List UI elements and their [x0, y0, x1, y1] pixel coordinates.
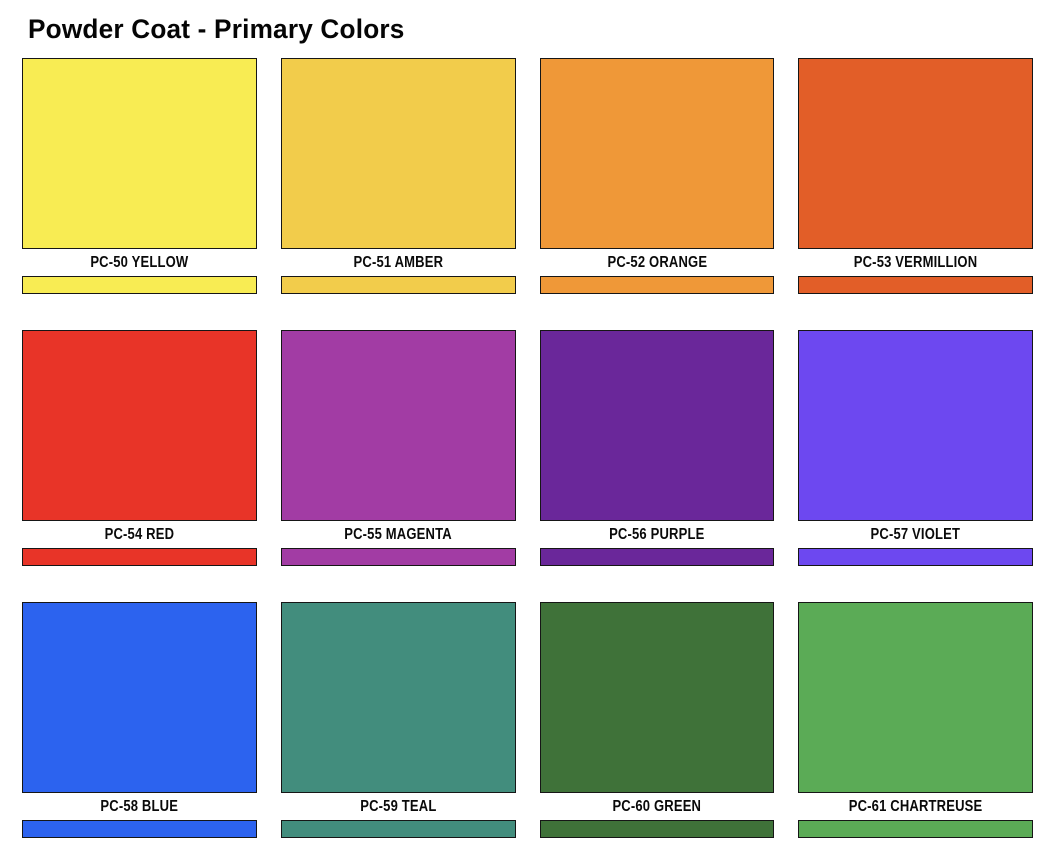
swatch-label: PC-57 VIOLET: [870, 525, 961, 543]
swatch-cell-pc-54: PC-54 RED: [22, 330, 257, 566]
swatch-color-square: [798, 602, 1033, 793]
swatch-label-band: PC-57 VIOLET: [798, 521, 1033, 548]
swatch-cell-pc-60: PC-60 GREEN: [539, 602, 775, 838]
swatch-label: PC-60 GREEN: [612, 797, 702, 815]
swatch-color-bar: [22, 548, 257, 566]
swatch-color-bar: [280, 548, 516, 566]
swatch-label-band: PC-55 MAGENTA: [281, 521, 516, 548]
swatch-label-band: PC-60 GREEN: [540, 793, 775, 820]
swatch-cell-pc-61: PC-61 CHARTREUSE: [798, 602, 1033, 838]
swatch-label: PC-51 AMBER: [353, 253, 443, 271]
swatch-color-square: [280, 330, 516, 521]
swatch-label-band: PC-58 BLUE: [22, 793, 257, 820]
swatch-label: PC-50 YELLOW: [90, 253, 189, 271]
swatch-color-bar: [539, 548, 775, 566]
swatch-label-band: PC-61 CHARTREUSE: [798, 793, 1033, 820]
swatch-color-square: [798, 58, 1033, 249]
swatch-label-band: PC-53 VERMILLION: [798, 249, 1033, 276]
swatch-cell-pc-57: PC-57 VIOLET: [798, 330, 1033, 566]
swatch-label: PC-52 ORANGE: [607, 253, 707, 271]
swatch-label: PC-61 CHARTREUSE: [848, 797, 983, 815]
swatch-label-band: PC-54 RED: [22, 521, 257, 548]
swatch-color-bar: [22, 276, 257, 294]
swatch-label: PC-53 VERMILLION: [853, 253, 978, 271]
swatch-grid: PC-50 YELLOW PC-51 AMBER PC-52 ORANGE PC…: [22, 58, 1033, 838]
swatch-color-bar: [539, 820, 775, 838]
swatch-color-bar: [280, 276, 516, 294]
swatch-label: PC-59 TEAL: [360, 797, 437, 815]
swatch-color-square: [539, 330, 775, 521]
swatch-cell-pc-50: PC-50 YELLOW: [22, 58, 257, 294]
swatch-cell-pc-51: PC-51 AMBER: [280, 58, 516, 294]
swatch-color-bar: [280, 820, 516, 838]
swatch-cell-pc-52: PC-52 ORANGE: [539, 58, 775, 294]
swatch-label-band: PC-52 ORANGE: [540, 249, 775, 276]
swatch-color-square: [22, 330, 257, 521]
swatch-label: PC-56 PURPLE: [609, 525, 705, 543]
swatch-color-square: [22, 58, 257, 249]
swatch-color-bar: [22, 820, 257, 838]
swatch-cell-pc-58: PC-58 BLUE: [22, 602, 257, 838]
swatch-cell-pc-56: PC-56 PURPLE: [539, 330, 775, 566]
swatch-label: PC-54 RED: [104, 525, 175, 543]
page-title: Powder Coat - Primary Colors: [28, 14, 405, 44]
swatch-cell-pc-55: PC-55 MAGENTA: [280, 330, 516, 566]
swatch-color-square: [280, 58, 516, 249]
swatch-color-bar: [798, 276, 1033, 294]
swatch-label: PC-55 MAGENTA: [344, 525, 452, 543]
swatch-label-band: PC-56 PURPLE: [540, 521, 775, 548]
swatch-label: PC-58 BLUE: [100, 797, 179, 815]
swatch-label-band: PC-51 AMBER: [281, 249, 516, 276]
swatch-color-bar: [798, 548, 1033, 566]
swatch-color-square: [539, 58, 775, 249]
swatch-color-square: [22, 602, 257, 793]
swatch-color-square: [539, 602, 775, 793]
swatch-cell-pc-59: PC-59 TEAL: [280, 602, 516, 838]
swatch-label-band: PC-59 TEAL: [281, 793, 516, 820]
swatch-cell-pc-53: PC-53 VERMILLION: [798, 58, 1033, 294]
swatch-color-square: [798, 330, 1033, 521]
swatch-color-square: [280, 602, 516, 793]
swatch-color-bar: [539, 276, 775, 294]
swatch-label-band: PC-50 YELLOW: [22, 249, 257, 276]
swatch-color-bar: [798, 820, 1033, 838]
